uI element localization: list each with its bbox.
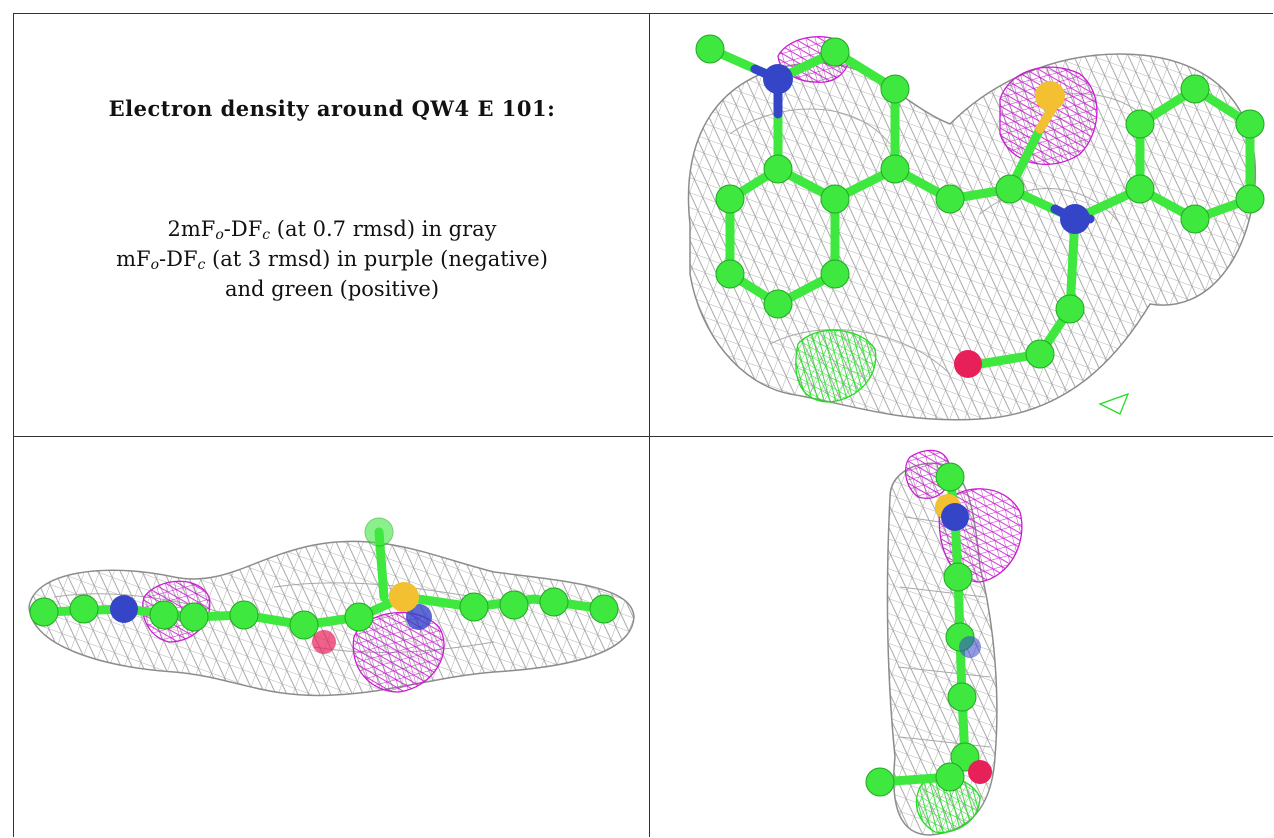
table-middle-border [13,436,1273,437]
nitrogen-atom [941,503,969,531]
molecule-end-view-image [865,449,1023,836]
molecule-bonds [705,44,1255,359]
density-panel-end-view [650,437,1273,837]
carbon-atoms [29,517,619,640]
caption-line-colors: and green (positive) [224,277,440,301]
oxygen-atom [312,630,336,654]
positive-density-mesh [795,329,877,403]
table-middle-divider [649,13,650,837]
nitrogen-atom [110,595,138,623]
carbon-atoms [695,34,1265,369]
table-top-border [13,13,1273,14]
carbon-atoms [865,462,980,797]
caption-line-mfo: mFo-DFc (at 3 rmsd) in purple (negative) [116,247,548,273]
nitrogen-atom [763,64,793,94]
caption-line-2mfo: 2mFo-DFc (at 0.7 rmsd) in gray [167,217,497,243]
oxygen-atom [968,760,992,784]
molecule-top-view-image [687,34,1265,421]
caption-cell: Electron density around QW4 E 101: 2mFo-… [14,14,649,436]
nitrogen-atom [1060,204,1090,234]
caption-title: Electron density around QW4 E 101: [108,96,556,121]
gray-density-mesh [687,53,1257,421]
sulfur-atom [1035,81,1065,111]
sulfur-atom [389,582,419,612]
density-panel-top-view [650,14,1273,436]
oxygen-atom [954,350,982,378]
figure-table: Electron density around QW4 E 101: 2mFo-… [13,13,1273,837]
table-left-border [13,13,14,837]
nitrogen-atom [959,636,981,658]
nitrogen-atom [406,604,432,630]
caption-body: 2mFo-DFc (at 0.7 rmsd) in gray mFo-DFc (… [14,214,649,304]
density-panel-side-view [14,437,649,837]
molecule-side-view-image [28,517,635,697]
